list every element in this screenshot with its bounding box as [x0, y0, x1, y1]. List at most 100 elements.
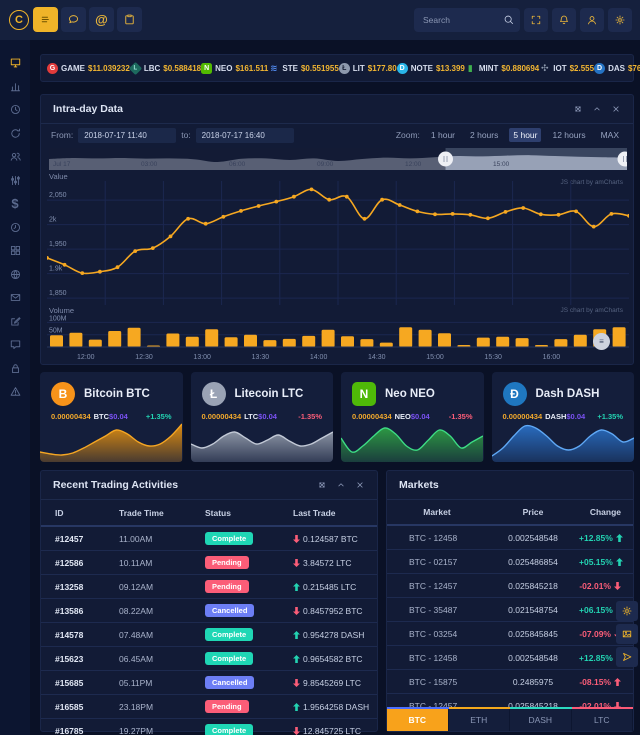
fab-image-button[interactable] [616, 624, 638, 644]
LBC-coin-icon: L [128, 61, 142, 75]
chat-icon [68, 15, 79, 24]
coin-card-NEO[interactable]: N Neo NEO 0.00000434 NEO $0.04 -1.35% [341, 372, 484, 462]
sidebar-item-bar-chart[interactable] [9, 80, 22, 93]
close-button[interactable] [611, 104, 621, 114]
intraday-panel: Intra-day Data From: to: Zoom: 1 hour 2 ho… [40, 94, 634, 365]
ticker-symbol: MINT [478, 63, 499, 73]
ticker-item-IOT[interactable]: ✣ IOT $2.555 [539, 63, 594, 74]
navigator-handle[interactable] [617, 151, 628, 167]
chevron-up-button[interactable] [592, 104, 602, 114]
sidebar-item-warning[interactable] [9, 385, 22, 398]
at-button[interactable]: @ [89, 7, 114, 32]
bell-button[interactable] [552, 8, 576, 32]
zoom-option-5-hour[interactable]: 5 hour [509, 128, 542, 142]
tab-DASH[interactable]: DASH [510, 709, 572, 731]
ticker-item-LIT[interactable]: Ł LIT $177.80 [338, 62, 397, 74]
ticker-price: $161.511 [235, 63, 269, 73]
close-button[interactable] [355, 480, 365, 490]
navigator-chart[interactable]: Jul 17 03:00 06:00 09:00 12:00 15:00 [49, 148, 627, 170]
table-row[interactable]: BTC - 12457 0.025845218 -02.01% [387, 574, 633, 598]
column-header: Price [522, 507, 544, 517]
table-row[interactable]: BTC - 12458 0.002548548 +12.85% [387, 646, 633, 670]
ticker-symbol: GAME [61, 63, 85, 73]
svg-text:15:00: 15:00 [426, 354, 444, 361]
ticker-item-STE[interactable]: ≋ STE $0.551955 [268, 63, 339, 74]
table-row[interactable]: BTC - 12458 0.002548548 +12.85% [387, 526, 633, 550]
expand-button[interactable] [573, 104, 583, 114]
sidebar-item-users[interactable] [9, 150, 22, 163]
search-icon[interactable] [503, 14, 514, 25]
chat-button[interactable] [61, 7, 86, 32]
zoom-option-2-hours[interactable]: 2 hours [470, 130, 499, 140]
fab-gear-button[interactable] [616, 601, 638, 621]
tab-LTC[interactable]: LTC [571, 709, 633, 731]
trade-time: 05.11PM [119, 677, 153, 688]
app-logo[interactable]: C [9, 10, 29, 30]
table-row[interactable]: #16585 23.18PM Pending 1.9564258 DASH [41, 695, 377, 719]
table-row[interactable]: #14578 07.48AM Complete 0.954278 DASH [41, 623, 377, 647]
zoom-option-MAX[interactable]: MAX [600, 130, 619, 140]
trading-table: ID Trade Time Status Last Trade #12457 11.00A… [41, 500, 377, 735]
zoom-option-1-hour[interactable]: 1 hour [430, 130, 456, 140]
ticker-item-NOTE[interactable]: D NOTE $13.399 [396, 62, 465, 74]
svg-text:2,050: 2,050 [49, 192, 67, 199]
arrow-up-icon [293, 654, 300, 663]
sidebar-item-globe[interactable] [9, 268, 22, 281]
coin-card-DASH[interactable]: Ð Dash DASH 0.00000434 DASH $0.04 +1.35% [491, 372, 634, 462]
table-row[interactable]: #12457 11.00AM Complete 0.124587 BTC [41, 527, 377, 551]
sidebar-item-lock[interactable] [9, 362, 22, 375]
trade-time: 09.12AM [119, 581, 154, 592]
ticker-price: $0.551955 [300, 63, 339, 73]
table-row[interactable]: #16785 19.27PM Complete 12.845725 LTC [41, 719, 377, 735]
svg-text:14:30: 14:30 [368, 354, 386, 361]
clipboard-button[interactable] [117, 7, 142, 32]
ticker-item-LBC[interactable]: L LBC $0.588418 [128, 61, 201, 75]
fab-share-button[interactable] [616, 647, 638, 667]
sidebar-item-edit[interactable] [9, 315, 22, 328]
sidebar-item-refresh[interactable] [9, 127, 22, 140]
sidebar-item-clock[interactable] [9, 103, 22, 116]
ticker-item-MINT[interactable]: ▮ MINT $0.880694 [465, 63, 539, 74]
card-sparkline [491, 424, 634, 462]
table-row[interactable]: #12586 10.11AM Pending 3.84572 LTC [41, 551, 377, 575]
to-input[interactable] [195, 127, 294, 143]
sidebar-item-monitor[interactable] [9, 56, 22, 69]
menu-button[interactable] [33, 7, 58, 32]
arrow-up-icon [293, 582, 300, 591]
from-input[interactable] [78, 127, 177, 143]
sidebar-item-chat-square[interactable] [9, 338, 22, 351]
gear-button[interactable] [608, 8, 632, 32]
ticker-item-GAME[interactable]: G GAME $11.039232 [47, 62, 130, 74]
monitor-icon [10, 58, 20, 68]
table-row[interactable]: BTC - 35487 0.021548754 +06.15% [387, 598, 633, 622]
sidebar-item-sliders[interactable] [9, 174, 22, 187]
user-button[interactable] [580, 8, 604, 32]
market-change: +05.15% [579, 557, 635, 567]
table-row[interactable]: BTC - 03254 0.025845845 -07.09% [387, 622, 633, 646]
tab-ETH[interactable]: ETH [448, 709, 510, 731]
zoom-option-12-hours[interactable]: 12 hours [552, 130, 586, 140]
table-row[interactable]: #15623 06.45AM Complete 0.9654582 BTC [41, 647, 377, 671]
navigator-handle[interactable] [438, 151, 454, 167]
sidebar-item-clock2[interactable] [9, 221, 22, 234]
sidebar-item-mail[interactable] [9, 291, 22, 304]
sidebar-item-grid[interactable] [9, 244, 22, 257]
tab-BTC[interactable]: BTC [387, 709, 449, 731]
expand-button[interactable] [317, 480, 327, 490]
chevron-up-button[interactable] [336, 480, 346, 490]
coin-card-BTC[interactable]: B Bitcoin BTC 0.00000434 BTC $0.04 +1.35% [40, 372, 183, 462]
search-input[interactable] [414, 8, 520, 32]
fullscreen-button[interactable] [524, 8, 548, 32]
coin-card-LTC[interactable]: Ł Litecoin LTC 0.00000434 LTC $0.04 -1.35% [190, 372, 333, 462]
scrollbar-grip[interactable]: ≡ [593, 333, 610, 350]
table-row[interactable]: BTC - 15875 0.2485975 -08.15% [387, 670, 633, 694]
card-change: -1.35% [298, 412, 322, 421]
table-row[interactable]: #13586 08.22AM Cancelled 0.8457952 BTC [41, 599, 377, 623]
table-row[interactable]: BTC - 02157 0.025486854 +05.15% [387, 550, 633, 574]
table-row[interactable]: #13258 09.12AM Pending 0.215485 LTC [41, 575, 377, 599]
trade-id: #13586 [55, 605, 84, 616]
ticker-item-NEO[interactable]: N NEO $161.511 [201, 62, 269, 74]
ticker-item-DAS[interactable]: D DAS $76 [594, 62, 640, 74]
sidebar-item-dollar[interactable]: $ [11, 196, 19, 211]
table-row[interactable]: #15685 05.11PM Cancelled 9.8545269 LTC [41, 671, 377, 695]
